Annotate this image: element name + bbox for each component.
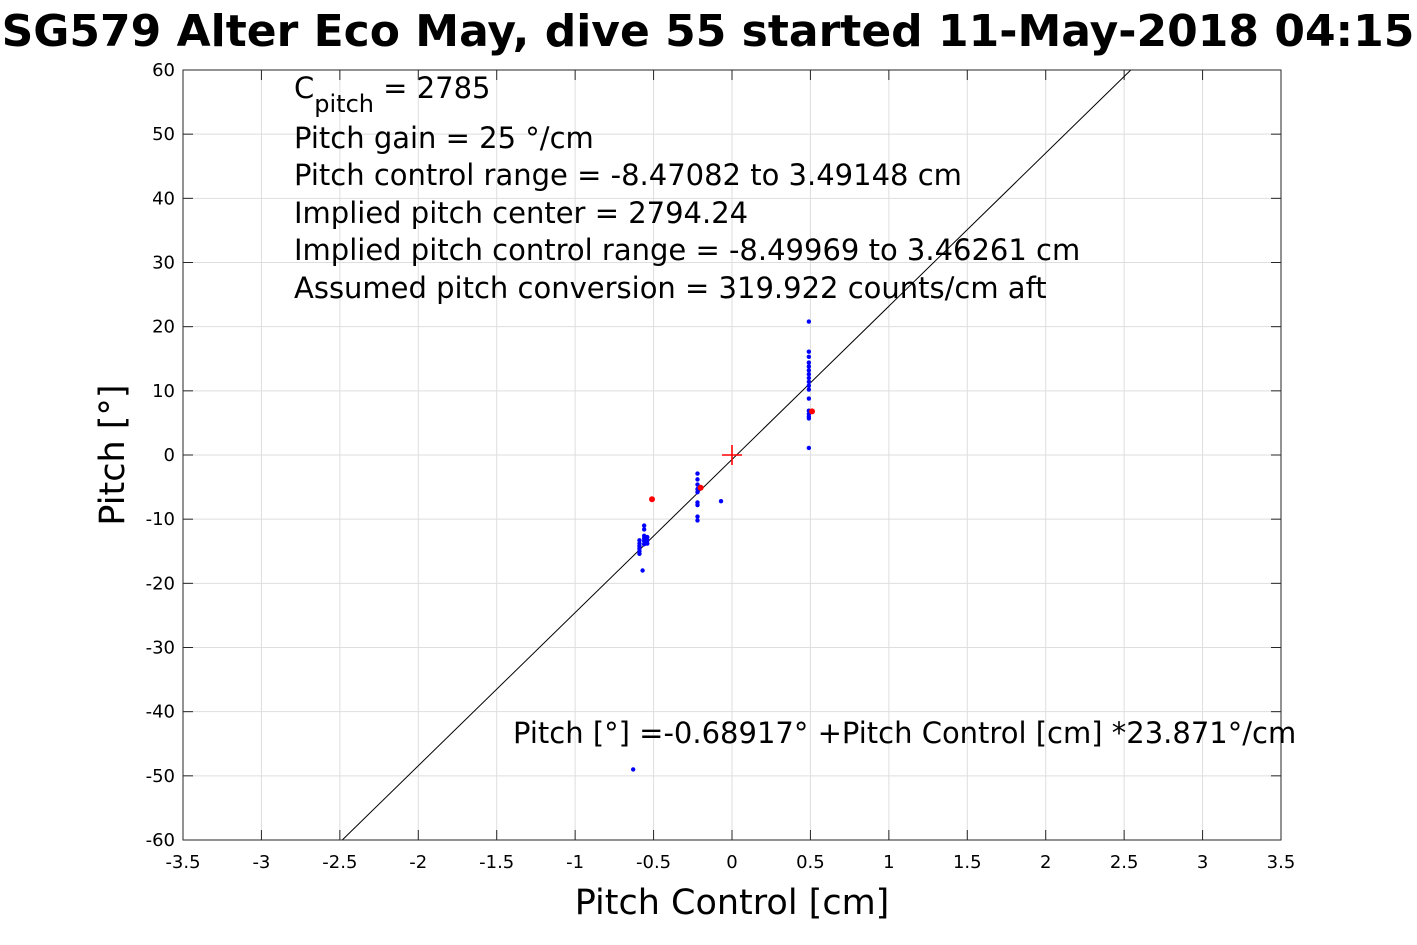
x-tick-label: 2	[1040, 852, 1051, 873]
data-point-blue	[806, 371, 812, 377]
x-tick-label: -1	[566, 852, 584, 873]
annotation-implied-pitch-center: Implied pitch center = 2794.24	[294, 196, 748, 230]
data-point-blue	[806, 319, 812, 324]
x-tick-label: 3.5	[1267, 852, 1296, 873]
x-tick-label: 1.5	[953, 852, 982, 873]
data-point-blue	[806, 416, 812, 421]
data-point-blue	[695, 518, 700, 523]
data-point-blue	[695, 514, 700, 519]
x-tick-label: 2.5	[1110, 852, 1139, 873]
y-tick-label: 40	[152, 188, 175, 209]
data-point-blue	[641, 523, 647, 528]
x-tick-label: 0	[726, 852, 737, 873]
y-axis-label: Pitch [°]	[93, 384, 133, 525]
data-point-blue	[695, 502, 700, 508]
annotation-pitch-conversion: Assumed pitch conversion = 319.922 count…	[294, 271, 1047, 305]
data-point-blue	[645, 534, 650, 540]
data-point-blue	[806, 445, 812, 451]
cpitch-annotation: Cpitch = 2785	[294, 71, 491, 118]
data-point-blue	[806, 383, 812, 388]
y-tick-label: -50	[146, 766, 175, 787]
y-tick-label: 50	[152, 124, 175, 145]
annotation-pitch-gain: Pitch gain = 25 °/cm	[294, 121, 594, 155]
y-tick-label: 0	[164, 445, 175, 466]
data-point-blue	[695, 471, 700, 476]
data-point-blue	[645, 541, 650, 546]
y-tick-label: 10	[152, 381, 175, 402]
cpitch-value: = 2785	[374, 71, 491, 105]
axis-ticks: -3.5 -3 -2.5 -2 -1.5 -1 -0.5 0 0.5 1 1.5 2 2.5 3 3.5 -6…	[146, 60, 1296, 873]
data-point-blue	[806, 349, 812, 354]
chart-title: SG579 Alter Eco May, dive 55 started 11-…	[2, 6, 1415, 57]
data-point-blue	[640, 568, 645, 573]
data-point-blue	[806, 379, 812, 385]
data-point-blue	[806, 387, 812, 392]
y-tick-label: -40	[146, 702, 175, 723]
data-point-blue	[806, 368, 812, 373]
x-tick-label: 1	[883, 852, 894, 873]
y-tick-label: -10	[146, 509, 175, 530]
y-tick-label: -20	[146, 573, 175, 594]
y-tick-label: 30	[152, 253, 175, 274]
annotation-implied-control-range: Implied pitch control range = -8.49969 t…	[294, 233, 1080, 267]
y-tick-label: -30	[146, 638, 175, 659]
cpitch-subscript: pitch	[314, 90, 374, 118]
cpitch-base: C	[294, 71, 314, 105]
data-point-blue	[718, 499, 724, 504]
y-tick-label: 20	[152, 317, 175, 338]
data-point-red	[808, 408, 815, 415]
data-point-blue	[806, 375, 812, 381]
data-point-blue	[806, 354, 812, 360]
x-tick-label: -3.5	[165, 852, 200, 873]
x-tick-label: 0.5	[796, 852, 825, 873]
x-tick-label: 3	[1197, 852, 1208, 873]
data-point-blue	[806, 396, 812, 401]
x-tick-label: -2.5	[322, 852, 357, 873]
y-tick-label: 60	[152, 60, 175, 81]
x-tick-label: -0.5	[636, 852, 671, 873]
data-point-blue	[641, 527, 647, 532]
data-points	[630, 319, 815, 772]
x-axis-label: Pitch Control [cm]	[575, 883, 890, 923]
y-tick-label: -60	[146, 830, 175, 851]
plot-frame	[182, 69, 1282, 841]
x-tick-label: -2	[409, 852, 427, 873]
data-point-red	[649, 496, 656, 503]
data-point-blue	[645, 538, 650, 543]
data-point-blue	[806, 364, 812, 369]
center-marker-group	[722, 445, 742, 465]
fit-equation: Pitch [°] =-0.68917° +Pitch Control [cm]…	[513, 716, 1296, 750]
data-point-blue	[637, 538, 642, 543]
data-point-red	[697, 484, 704, 491]
data-point-blue	[695, 477, 700, 482]
annotation-pitch-control-range: Pitch control range = -8.47082 to 3.4914…	[294, 158, 962, 192]
x-tick-label: -1.5	[479, 852, 514, 873]
data-point-blue	[806, 360, 812, 365]
data-point-blue	[637, 551, 642, 557]
data-point-blue	[695, 490, 700, 495]
data-point-blue	[630, 767, 636, 772]
x-tick-label: -3	[252, 852, 270, 873]
